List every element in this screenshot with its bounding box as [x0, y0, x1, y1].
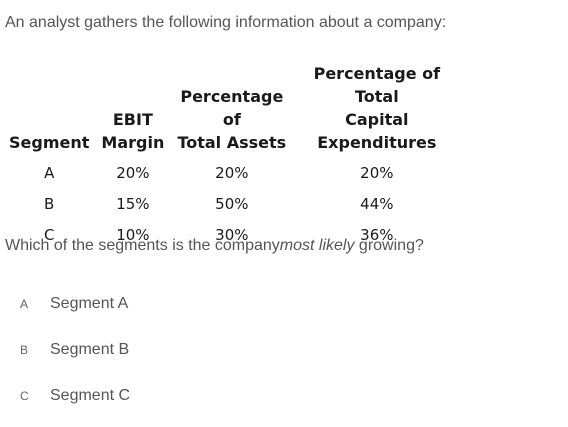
option-label: Segment A — [50, 295, 129, 312]
cell-capital-expenditures: 36% — [360, 225, 394, 244]
header-percentage-total-assets: Percentage of Total Assets — [177, 87, 287, 152]
option-letter: A — [20, 297, 29, 311]
cell-total-assets: 30% — [215, 225, 249, 244]
cell-segment: B — [44, 194, 55, 213]
cell-ebit-margin: 10% — [116, 225, 150, 244]
answer-options: A Segment A B Segment B C Segment C — [0, 284, 568, 422]
table-row: C 10% 30% 36% — [3, 219, 460, 250]
table-row: A 20% 20% 20% — [3, 157, 460, 188]
option-letter: B — [20, 343, 29, 357]
cell-capital-expenditures: 44% — [360, 194, 394, 213]
question-tail: growing? — [354, 237, 424, 254]
header-ebit-margin: EBIT Margin — [101, 110, 165, 152]
header-segment: Segment — [9, 133, 90, 152]
cell-segment: A — [44, 163, 55, 182]
intro-text: An analyst gathers the following informa… — [5, 14, 447, 31]
cell-segment: C — [43, 225, 55, 244]
header-percentage-capital-expenditures: Percentage of Total Capital Expenditures — [313, 64, 441, 152]
table-row: B 15% 50% 44% — [3, 188, 460, 219]
option-label: Segment B — [50, 341, 130, 358]
question-emphasis: most likely — [279, 237, 355, 254]
cell-capital-expenditures: 20% — [360, 163, 394, 182]
segment-data-table: Segment EBIT Margin Percentage of Total … — [3, 62, 460, 250]
cell-ebit-margin: 15% — [116, 194, 150, 213]
option-a[interactable]: A Segment A — [0, 284, 568, 330]
option-letter: C — [20, 389, 29, 403]
cell-total-assets: 20% — [215, 163, 249, 182]
question-lead: Which of the segments is the company — [5, 237, 280, 254]
option-b[interactable]: B Segment B — [0, 330, 568, 376]
cell-total-assets: 50% — [215, 194, 249, 213]
table-header-row: Segment EBIT Margin Percentage of Total … — [3, 62, 460, 157]
question-text: Which of the segments is the companymost… — [5, 237, 424, 255]
cell-ebit-margin: 20% — [116, 163, 150, 182]
option-c[interactable]: C Segment C — [0, 376, 568, 422]
option-label: Segment C — [50, 387, 131, 404]
